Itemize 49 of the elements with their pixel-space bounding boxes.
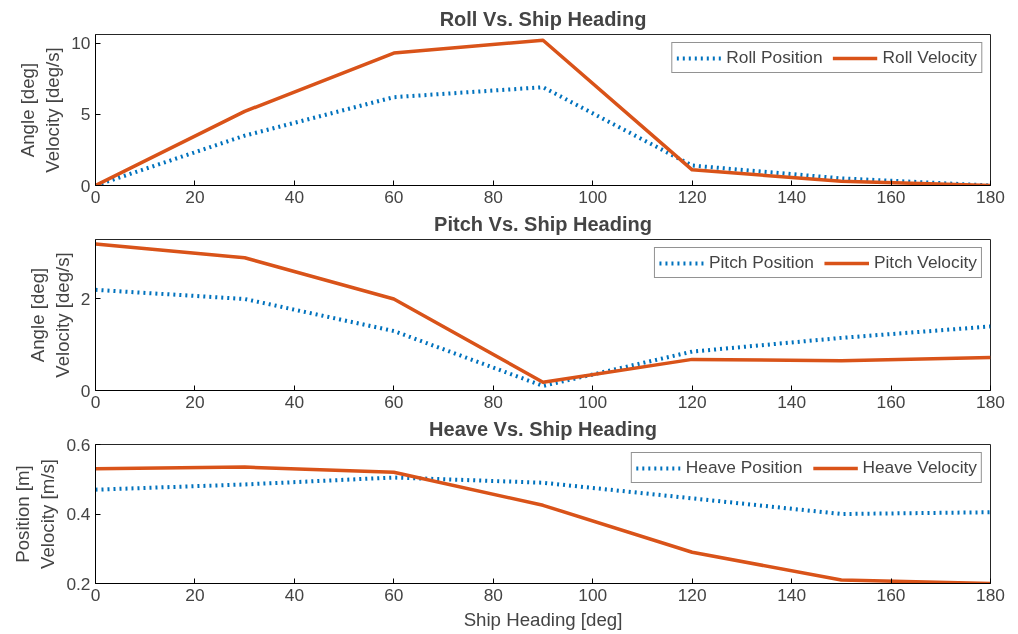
y-axis-title: Position [m] Velocity [m/s] — [12, 459, 59, 569]
x-tick-label: 160 — [876, 391, 906, 412]
x-tick-label: 60 — [384, 584, 404, 605]
x-tick-label: 140 — [777, 391, 807, 412]
legend-label: Pitch Velocity — [873, 252, 977, 273]
y-tick-label: 0.2 — [66, 573, 91, 594]
chart-title: Pitch Vs. Ship Heading — [434, 212, 652, 235]
y-tick-label: 5 — [80, 104, 91, 125]
x-tick-label: 80 — [483, 186, 503, 207]
x-tick-label: 140 — [777, 186, 807, 207]
x-tick-label: 80 — [483, 391, 503, 412]
x-tick-label: 120 — [677, 391, 707, 412]
chart-title: Heave Vs. Ship Heading — [429, 417, 657, 440]
line-series — [95, 475, 991, 516]
x-tick-label: 20 — [185, 584, 205, 605]
chart-title: Roll Vs. Ship Heading — [439, 7, 647, 30]
x-axis-title: Ship Heading [deg] — [463, 608, 623, 630]
legend-label: Heave Position — [685, 457, 803, 478]
x-tick-label: 40 — [284, 584, 305, 605]
y-axis-title: Angle [deg] Velocity [deg/s] — [17, 47, 64, 173]
x-tick-label: 20 — [185, 391, 205, 412]
x-tick-label: 100 — [578, 186, 608, 207]
x-tick-label: 180 — [976, 584, 1005, 605]
x-tick-label: 180 — [976, 186, 1005, 207]
x-tick-label: 120 — [677, 186, 707, 207]
line-series — [95, 242, 991, 385]
x-tick-label: 40 — [284, 391, 305, 412]
y-tick-label: 0.4 — [66, 504, 91, 524]
y-tick-label: 10 — [71, 33, 91, 54]
x-tick-label: 100 — [578, 584, 608, 605]
x-tick-label: 180 — [976, 391, 1005, 412]
x-tick-label: 20 — [185, 186, 205, 207]
x-tick-label: 160 — [876, 186, 906, 207]
y-tick-label: 2 — [80, 288, 91, 309]
x-tick-label: 160 — [876, 584, 906, 605]
legend-label: Pitch Position — [708, 252, 814, 273]
x-tick-label: 120 — [677, 584, 707, 605]
legend-label: Roll Position — [726, 47, 823, 68]
x-tick-label: 40 — [284, 186, 305, 207]
y-tick-label: 0.6 — [66, 434, 91, 455]
x-tick-label: 60 — [384, 391, 404, 412]
line-series — [95, 38, 991, 186]
x-tick-label: 80 — [483, 584, 503, 605]
x-tick-label: 60 — [384, 186, 404, 207]
legend-label: Roll Velocity — [882, 47, 977, 68]
x-tick-label: 140 — [777, 584, 807, 605]
x-tick-label: 100 — [578, 391, 608, 412]
legend-label: Heave Velocity — [862, 457, 977, 478]
y-axis-title: Angle [deg] Velocity [deg/s] — [26, 252, 73, 378]
